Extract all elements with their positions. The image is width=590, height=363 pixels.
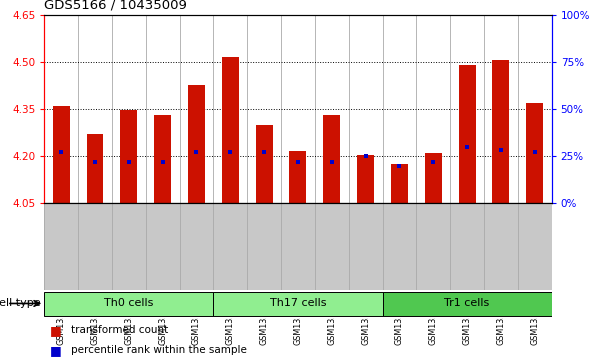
Bar (120, 110, 137, 203)
Bar (255, 125, 273, 203)
Bar (493, 60, 509, 203)
Text: cell type: cell type (0, 298, 44, 309)
Bar (87, 134, 103, 203)
Text: GDS5166 / 10435009: GDS5166 / 10435009 (44, 0, 187, 12)
Bar (154, 115, 171, 203)
Bar (357, 155, 374, 203)
Bar (458, 65, 476, 203)
Text: Tr1 cells: Tr1 cells (444, 298, 490, 309)
Bar (44, 292, 214, 316)
Bar (222, 57, 239, 203)
Text: ■: ■ (50, 324, 62, 337)
Text: Th0 cells: Th0 cells (104, 298, 153, 309)
Bar (382, 292, 552, 316)
Text: Th17 cells: Th17 cells (270, 298, 326, 309)
Bar (323, 115, 340, 203)
Bar (188, 85, 205, 203)
Bar (526, 103, 543, 203)
Bar (214, 292, 382, 316)
Bar (53, 106, 70, 203)
Bar (425, 153, 442, 203)
Text: ■: ■ (50, 344, 62, 357)
Bar (290, 151, 306, 203)
Bar (391, 164, 408, 203)
Text: percentile rank within the sample: percentile rank within the sample (71, 345, 247, 355)
Text: transformed count: transformed count (71, 325, 168, 335)
